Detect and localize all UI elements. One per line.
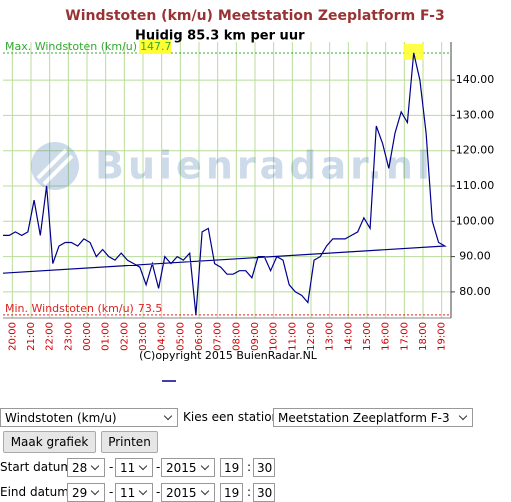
year-select[interactable]: 2015 bbox=[161, 458, 215, 477]
data-line bbox=[2, 52, 447, 315]
date-separator: - bbox=[109, 485, 114, 499]
date-separator: - bbox=[156, 460, 161, 474]
month-select[interactable]: 11 bbox=[115, 458, 153, 477]
max-value-highlight bbox=[139, 39, 172, 54]
max-label: Max. Windstoten (km/u) bbox=[5, 40, 137, 53]
y-tick-label: 80.00 bbox=[459, 285, 491, 298]
min-value: 73.5 bbox=[138, 302, 163, 315]
station-select[interactable]: Meetstation Zeeplatform F-3 bbox=[273, 408, 473, 427]
y-tick-label: 110.00 bbox=[456, 179, 495, 192]
x-tick-label: 01:00 bbox=[101, 322, 112, 351]
x-tick-label: 22:00 bbox=[45, 322, 56, 351]
x-tick-label: 05:00 bbox=[175, 322, 186, 351]
hour-input[interactable]: 19 bbox=[220, 458, 243, 477]
min-label: Min. Windstoten (km/u) bbox=[5, 302, 134, 315]
x-tick-label: 18:00 bbox=[418, 322, 429, 351]
x-tick-label: 13:00 bbox=[325, 322, 336, 351]
end-label: Eind datum bbox=[0, 485, 69, 499]
copyright: (C)opyright 2015 BuienRadar.NL bbox=[139, 349, 318, 362]
x-tick-label: 15:00 bbox=[362, 322, 373, 351]
chart-subtitle: Huidig 85.3 km per uur bbox=[135, 29, 305, 44]
x-tick-label: 03:00 bbox=[138, 322, 149, 351]
x-tick-label: 14:00 bbox=[343, 322, 354, 351]
day-select[interactable]: 29 bbox=[67, 483, 105, 502]
x-tick-label: 20:00 bbox=[7, 322, 18, 351]
y-tick-label: 90.00 bbox=[459, 250, 491, 263]
year-select[interactable]: 2015 bbox=[161, 483, 215, 502]
x-tick-label: 02:00 bbox=[119, 322, 130, 351]
max-value: 147.7 bbox=[140, 40, 172, 53]
x-tick-label: 12:00 bbox=[306, 322, 317, 351]
watermark-logo bbox=[31, 142, 79, 190]
x-tick-label: 11:00 bbox=[287, 322, 298, 351]
chart: Windstoten (km/u) Meetstation Zeeplatfor… bbox=[2, 8, 495, 382]
x-tick-label: 21:00 bbox=[26, 322, 37, 351]
x-tick-label: 00:00 bbox=[82, 322, 93, 351]
time-separator: : bbox=[247, 460, 252, 474]
time-separator: : bbox=[247, 485, 252, 499]
x-tick-label: 08:00 bbox=[231, 322, 242, 351]
peak-highlight bbox=[403, 43, 424, 60]
x-tick-label: 16:00 bbox=[381, 322, 392, 351]
date-separator: - bbox=[109, 460, 114, 474]
minute-input[interactable]: 30 bbox=[253, 483, 275, 502]
y-tick-label: 120.00 bbox=[456, 144, 495, 157]
print-button[interactable]: Printen bbox=[101, 431, 158, 453]
x-tick-label: 06:00 bbox=[194, 322, 205, 351]
x-tick-label: 17:00 bbox=[399, 322, 410, 351]
station-label: Kies een station: bbox=[183, 410, 284, 424]
x-tick-label: 09:00 bbox=[250, 322, 261, 351]
x-tick-label: 10:00 bbox=[269, 322, 280, 351]
date-separator: - bbox=[156, 485, 161, 499]
measure-select[interactable]: Windstoten (km/u) bbox=[0, 408, 178, 427]
x-tick-label: 07:00 bbox=[213, 322, 224, 351]
month-select[interactable]: 11 bbox=[115, 483, 153, 502]
hour-input[interactable]: 19 bbox=[220, 483, 243, 502]
x-tick-label: 23:00 bbox=[63, 322, 74, 351]
y-tick-label: 100.00 bbox=[456, 214, 495, 227]
y-tick-label: 130.00 bbox=[456, 108, 495, 121]
chart-title: Windstoten (km/u) Meetstation Zeeplatfor… bbox=[65, 8, 444, 24]
watermark: Buienradar.nl bbox=[95, 144, 434, 188]
minute-input[interactable]: 30 bbox=[253, 458, 275, 477]
make-button[interactable]: Maak grafiek bbox=[3, 431, 96, 453]
day-select[interactable]: 28 bbox=[67, 458, 105, 477]
x-tick-label: 04:00 bbox=[157, 322, 168, 351]
start-label: Start datum bbox=[0, 460, 73, 474]
x-tick-label: 19:00 bbox=[437, 322, 448, 351]
form: Windstoten (km/u) Kies een station: Meet… bbox=[0, 405, 511, 502]
y-tick-label: 140.00 bbox=[456, 73, 495, 86]
